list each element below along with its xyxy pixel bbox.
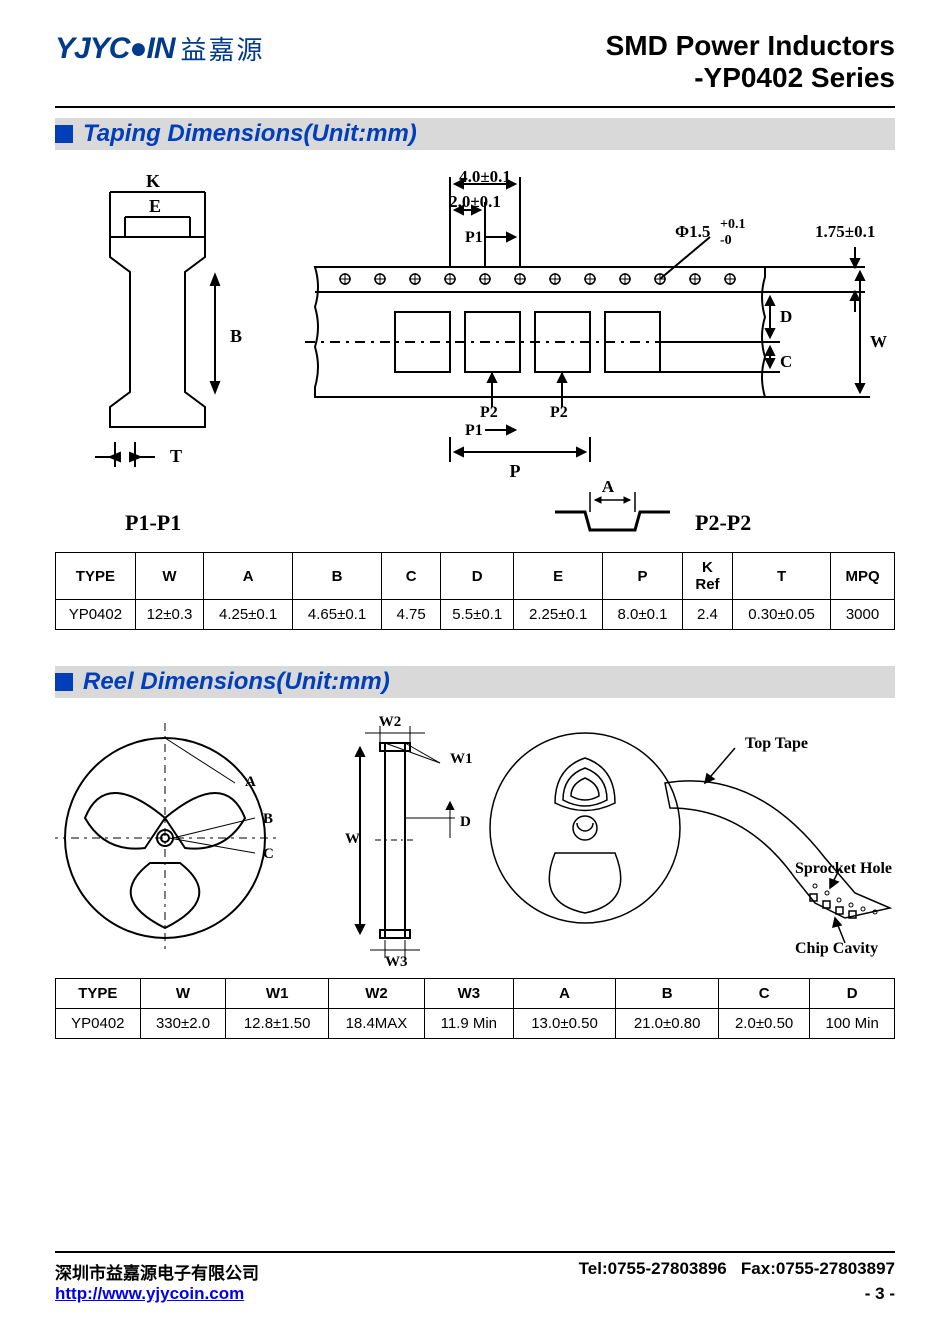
lbl-sprocket: Sprocket Hole <box>795 860 892 877</box>
lbl-D: D <box>780 307 792 326</box>
footer-company: 深圳市益嘉源电子有限公司 <box>55 1259 259 1284</box>
cell: 4.65±0.1 <box>293 600 382 630</box>
cell: 3000 <box>831 600 895 630</box>
lbl-T: T <box>170 446 182 466</box>
cell: 13.0±0.50 <box>513 1009 616 1039</box>
lbl-P2b: P2 <box>550 404 568 421</box>
cell: 2.25±0.1 <box>514 600 603 630</box>
title-line1: SMD Power Inductors <box>606 30 895 62</box>
taping-table: TYPEWABCDEPKRefTMPQ YP040212±0.34.25±0.1… <box>55 552 895 630</box>
col-header: W <box>135 553 203 600</box>
lbl-K: K <box>146 171 160 191</box>
reel-diagram: A B C W2 W1 <box>55 708 895 968</box>
col-header: C <box>718 979 809 1009</box>
lbl-2.0: 2.0±0.1 <box>449 192 501 211</box>
table-row: YP040212±0.34.25±0.14.65±0.14.755.5±0.12… <box>56 600 895 630</box>
col-header: TYPE <box>56 553 136 600</box>
cell: 4.25±0.1 <box>204 600 293 630</box>
col-header: W3 <box>424 979 513 1009</box>
cell: 21.0±0.80 <box>616 1009 719 1039</box>
col-header: D <box>810 979 895 1009</box>
footer-page: - 3 - <box>865 1284 895 1304</box>
lbl-rW: W <box>345 831 360 847</box>
col-header: W1 <box>226 979 329 1009</box>
logo-cn: 益嘉源 <box>181 30 265 67</box>
lbl-B: B <box>230 326 242 346</box>
lbl-chip: Chip Cavity <box>795 940 878 957</box>
footer: 深圳市益嘉源电子有限公司 Tel:0755-27803896 Fax:0755-… <box>55 1251 895 1304</box>
footer-url[interactable]: http://www.yjycoin.com <box>55 1284 244 1304</box>
section1-title: Taping Dimensions(Unit:mm) <box>83 120 417 148</box>
lbl-rB: B <box>263 811 273 827</box>
lbl-P1P1: P1-P1 <box>125 510 181 535</box>
taping-diagram: K E B T P1-P1 <box>55 162 895 542</box>
lbl-W1: W1 <box>450 751 473 767</box>
cell: 18.4MAX <box>328 1009 424 1039</box>
col-header: B <box>616 979 719 1009</box>
col-header: TYPE <box>56 979 141 1009</box>
lbl-1.75: 1.75±0.1 <box>815 222 875 241</box>
lbl-C: C <box>780 352 792 371</box>
doc-title: SMD Power Inductors -YP0402 Series <box>606 30 895 94</box>
section2-head: Reel Dimensions(Unit:mm) <box>55 666 895 698</box>
lbl-hole: Φ1.5 <box>675 222 710 241</box>
col-header: MPQ <box>831 553 895 600</box>
logo-text: YJYC●IN <box>55 32 175 66</box>
cell: 5.5±0.1 <box>441 600 514 630</box>
cell: 11.9 Min <box>424 1009 513 1039</box>
cell: 2.4 <box>682 600 732 630</box>
col-header: D <box>441 553 514 600</box>
logo: YJYC●IN 益嘉源 <box>55 30 265 67</box>
col-header: B <box>293 553 382 600</box>
col-header: KRef <box>682 553 732 600</box>
col-header: W2 <box>328 979 424 1009</box>
header: YJYC●IN 益嘉源 SMD Power Inductors -YP0402 … <box>55 30 895 94</box>
section1-head: Taping Dimensions(Unit:mm) <box>55 118 895 150</box>
cell: 330±2.0 <box>140 1009 226 1039</box>
lbl-4.0: 4.0±0.1 <box>459 167 511 186</box>
col-header: A <box>513 979 616 1009</box>
lbl-P: P <box>510 461 521 481</box>
reel-table: TYPEWW1W2W3ABCD YP0402330±2.012.8±1.5018… <box>55 978 895 1039</box>
lbl-P2P2: P2-P2 <box>695 510 751 535</box>
col-header: P <box>603 553 683 600</box>
col-header: W <box>140 979 226 1009</box>
lbl-P1b: P1 <box>465 422 483 439</box>
square-icon <box>55 673 73 691</box>
cell: YP0402 <box>56 600 136 630</box>
cell: 12±0.3 <box>135 600 203 630</box>
footer-tel: Tel:0755-27803896 <box>579 1259 727 1278</box>
lbl-holeb: -0 <box>720 233 732 248</box>
footer-fax: Fax:0755-27803897 <box>741 1259 895 1278</box>
section2-title: Reel Dimensions(Unit:mm) <box>83 668 390 696</box>
table-row: YP0402330±2.012.8±1.5018.4MAX11.9 Min13.… <box>56 1009 895 1039</box>
cell: YP0402 <box>56 1009 141 1039</box>
lbl-W2: W2 <box>379 714 402 730</box>
cell: 0.30±0.05 <box>733 600 831 630</box>
lbl-holet: +0.1 <box>720 217 745 232</box>
lbl-W: W <box>870 332 887 351</box>
lbl-toptape: Top Tape <box>745 735 808 752</box>
lbl-rA: A <box>245 774 256 790</box>
title-line2: -YP0402 Series <box>606 62 895 94</box>
cell: 4.75 <box>381 600 440 630</box>
lbl-rC: C <box>263 846 274 862</box>
lbl-W3: W3 <box>385 954 408 968</box>
col-header: A <box>204 553 293 600</box>
header-rule <box>55 106 895 108</box>
lbl-rD: D <box>460 814 471 830</box>
lbl-A: A <box>602 477 615 496</box>
col-header: T <box>733 553 831 600</box>
col-header: E <box>514 553 603 600</box>
cell: 12.8±1.50 <box>226 1009 329 1039</box>
col-header: C <box>381 553 440 600</box>
lbl-P2a: P2 <box>480 404 498 421</box>
lbl-P1: P1 <box>465 229 483 246</box>
square-icon <box>55 125 73 143</box>
cell: 2.0±0.50 <box>718 1009 809 1039</box>
cell: 8.0±0.1 <box>603 600 683 630</box>
lbl-E: E <box>149 196 161 216</box>
cell: 100 Min <box>810 1009 895 1039</box>
